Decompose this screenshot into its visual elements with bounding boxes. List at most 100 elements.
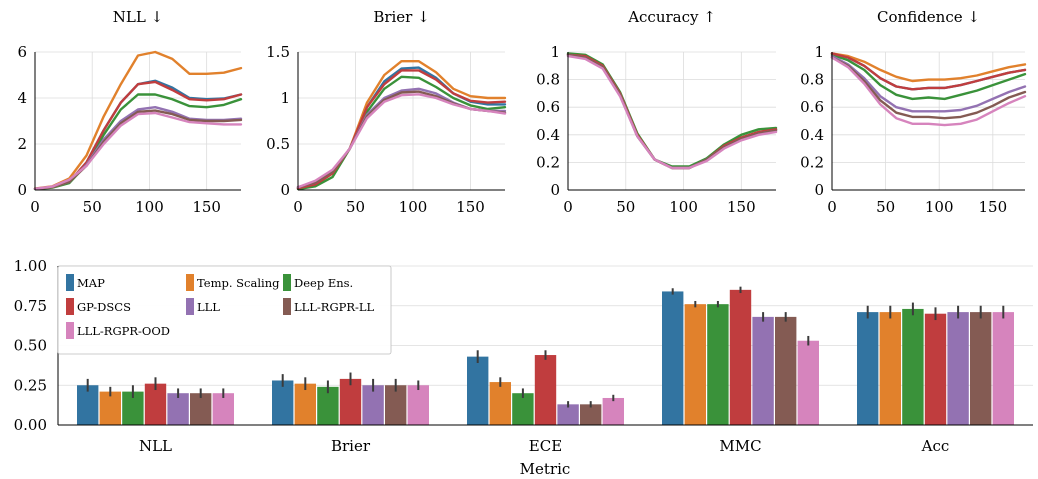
bar-lll: [362, 385, 384, 425]
y-tick-label: 0.8: [536, 71, 560, 89]
bar-lll: [557, 404, 579, 425]
x-tick-label: 100: [669, 198, 698, 216]
bar-map: [662, 291, 684, 425]
bar-lll: [752, 316, 774, 425]
legend-label: LLL: [197, 300, 220, 314]
bar-map: [77, 385, 99, 425]
x-tick-label: 100: [399, 198, 428, 216]
panel-title: NLL ↓: [113, 8, 163, 26]
series-line-lll: [33, 105, 243, 191]
bar-temp-scaling: [489, 382, 511, 425]
x-tick-label: 50: [616, 198, 635, 216]
y-tick-label: 0: [17, 181, 27, 199]
y-tick-label: 1: [814, 43, 824, 61]
legend-label: LLL-RGPR-OOD: [77, 324, 170, 338]
panel-title: Brier ↓: [373, 8, 429, 26]
legend-label: Temp. Scaling: [197, 276, 280, 290]
legend-label: LLL-RGPR-LL: [294, 300, 375, 314]
legend-swatch: [186, 274, 194, 291]
series-line-temp-scaling: [296, 60, 507, 190]
x-axis-label: Metric: [520, 460, 571, 478]
bar-lll-rgpr-ll: [970, 312, 992, 425]
bar-map: [272, 380, 294, 425]
bar-lll-rgpr-ll: [385, 385, 407, 425]
bar-gp-dscs: [729, 289, 752, 425]
bar-lll-rgpr-ll: [580, 404, 602, 425]
y-tick-label: 6: [17, 43, 27, 61]
y-tick-label: 2: [17, 135, 27, 153]
bar-chart: NLL Brier ECE MMC Acc 0.00 0.25 0.50 0.75 1.00 Met…: [14, 257, 1033, 478]
series-line-deep-ens-: [566, 52, 778, 168]
bar-lll-rgpr-ll: [190, 393, 212, 425]
y-tick-label: 0.2: [536, 153, 560, 171]
series-line-lll: [830, 54, 1027, 113]
bar-gp-dscs: [144, 383, 167, 425]
bar-temp-scaling: [879, 312, 901, 425]
bar-map: [857, 312, 879, 425]
y-tick-label: 0: [280, 181, 290, 199]
series-line-lll-rgpr-ood: [296, 93, 507, 189]
bar-deep-ens-: [902, 308, 924, 425]
category-label: Brier: [331, 437, 371, 455]
bar-lll-rgpr-ll: [775, 316, 797, 425]
y-tick-label: 4: [17, 89, 27, 107]
bar-deep-ens-: [707, 304, 729, 425]
legend: MAP Temp. Scaling Deep Ens. GP-DSCS LLL LLL-R…: [57, 265, 392, 355]
x-tick-label: 150: [979, 198, 1008, 216]
bar-temp-scaling: [294, 383, 316, 425]
panel-title: Confidence ↓: [877, 8, 980, 26]
y-tick-label: 0.4: [800, 126, 824, 144]
bar-deep-ens-: [512, 393, 534, 425]
y-tick-label: 1: [550, 43, 560, 61]
series-line-deep-ens-: [296, 75, 507, 191]
series-line-gp-dscs: [296, 69, 507, 190]
panel-title: Accuracy ↑: [627, 8, 716, 26]
bar-deep-ens-: [122, 391, 144, 425]
series-line-lll-rgpr-ood: [33, 111, 243, 191]
x-tick-label: 150: [727, 198, 756, 216]
x-tick-label: 150: [456, 198, 485, 216]
series-line-lll: [566, 53, 778, 170]
series-line-map: [566, 53, 778, 170]
legend-label: Deep Ens.: [294, 276, 353, 290]
bar-temp-scaling: [684, 304, 706, 425]
line-panel-1: 0 2 4 6 0 50 100 150 NLL ↓: [17, 8, 243, 216]
series-line-deep-ens-: [830, 53, 1027, 101]
x-tick-label: 50: [876, 198, 895, 216]
series-line-map: [33, 79, 243, 191]
y-tick-label: 0.00: [14, 416, 47, 434]
legend-swatch: [283, 274, 291, 291]
legend-swatch: [186, 298, 194, 315]
legend-swatch: [283, 298, 291, 315]
series-line-lll-rgpr-ll: [33, 109, 243, 191]
bar-lll: [167, 393, 189, 425]
series-line-temp-scaling: [830, 52, 1027, 83]
legend-label: MAP: [77, 276, 105, 290]
x-tick-label: 100: [135, 198, 164, 216]
y-tick-label: 1: [280, 89, 290, 107]
legend-box: [57, 265, 392, 355]
line-panel-2: 0 0.5 1 1.5 0 50 100 150 Brier ↓: [266, 8, 507, 216]
legend-swatch: [66, 274, 74, 291]
bar-lll: [947, 312, 969, 425]
x-tick-label: 0: [293, 198, 303, 216]
category-label: MMC: [719, 437, 761, 455]
category-label: NLL: [139, 437, 172, 455]
series-line-lll-rgpr-ood: [830, 56, 1027, 127]
series-line-temp-scaling: [566, 53, 778, 170]
x-tick-label: 50: [346, 198, 365, 216]
legend-label: GP-DSCS: [77, 300, 131, 314]
bar-temp-scaling: [99, 391, 121, 425]
y-tick-label: 0.6: [536, 98, 560, 116]
y-tick-label: 0.50: [14, 337, 47, 355]
series-line-lll-rgpr-ll: [566, 53, 778, 170]
legend-swatch: [66, 322, 74, 339]
line-panel-3: 0 0.2 0.4 0.6 0.8 1 0 50 100 150 Accuracy ↑: [536, 8, 778, 216]
bar-lll-rgpr-ood: [407, 385, 429, 425]
series-line-lll-rgpr-ood: [566, 54, 778, 170]
y-tick-label: 0.2: [800, 153, 824, 171]
y-tick-label: 0.6: [800, 98, 824, 116]
x-tick-label: 100: [925, 198, 954, 216]
bar-map: [467, 356, 489, 425]
